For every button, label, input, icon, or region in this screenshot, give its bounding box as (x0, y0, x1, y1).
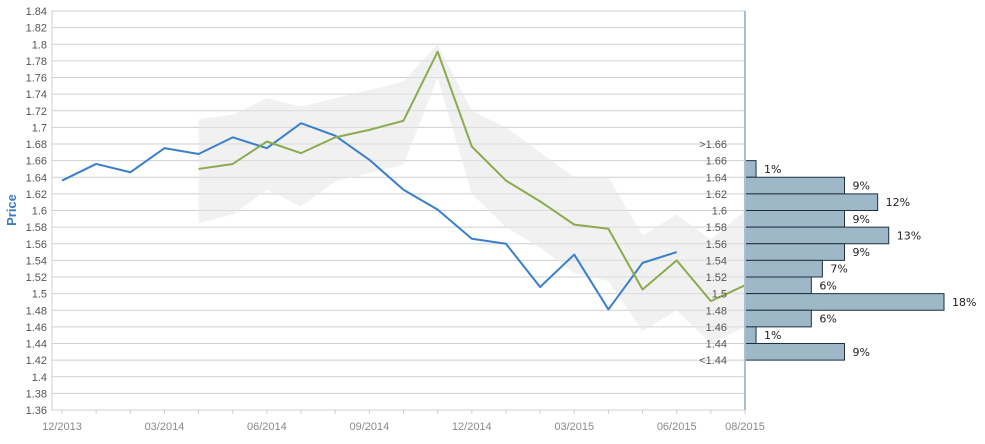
y-tick-label: 1.82 (26, 23, 47, 35)
distribution-histogram: >1.661.661%1.649%1.6212%1.69%1.5813%1.56… (699, 139, 976, 367)
y-tick-label: 1.62 (26, 189, 47, 201)
x-tick-label: 03/2015 (554, 421, 594, 433)
histogram-bar (744, 193, 879, 211)
y-tick-label: 1.6 (32, 206, 47, 218)
y-tick-label: 1.44 (26, 339, 47, 351)
y-axis-ticks: 1.36 1.38 1.4 1.42 1.44 1.46 1.48 1.5 1.52 1.54 1.… (26, 6, 47, 417)
percent-label: 9% (853, 346, 870, 359)
bin-label: 1.6 (712, 206, 727, 218)
series-lines (61, 50, 746, 311)
bin-label: 1.54 (706, 255, 727, 267)
x-tick-label: 12/2013 (42, 421, 82, 433)
x-tick-label: 09/2014 (349, 421, 389, 433)
percent-label: 9% (853, 246, 870, 259)
y-tick-label: 1.54 (26, 255, 47, 267)
y-tick-label: 1.66 (26, 156, 47, 168)
histogram-bar (744, 176, 845, 195)
percent-label: 18% (952, 296, 976, 309)
forecast-band-area (198, 44, 746, 344)
percent-label: 12% (886, 196, 910, 209)
series-b-line (198, 50, 746, 303)
bin-label: 1.52 (706, 272, 727, 284)
forecast-band (198, 44, 746, 344)
x-tick-label: 03/2014 (145, 421, 185, 433)
bin-label: 1.58 (706, 222, 727, 234)
histogram-bar (744, 160, 757, 178)
bin-label: 1.64 (706, 172, 727, 184)
bin-label: 1.48 (706, 305, 727, 317)
y-tick-label: 1.42 (26, 355, 47, 367)
percent-label: 1% (764, 163, 781, 176)
y-tick-label: 1.78 (26, 56, 47, 68)
y-tick-label: 1.58 (26, 222, 47, 234)
y-tick-label: 1.68 (26, 139, 47, 151)
x-axis-ticks: 12/2013 03/2014 06/2014 09/2014 12/2014 03/20… (42, 410, 765, 433)
y-tick-label: 1.72 (26, 106, 47, 118)
y-tick-label: 1.46 (26, 322, 47, 334)
histogram-bar (744, 210, 845, 228)
series-a-line (61, 122, 678, 311)
y-tick-label: 1.74 (26, 89, 47, 101)
percent-label: 13% (897, 229, 921, 242)
percent-label: 9% (853, 180, 870, 193)
y-tick-label: 1.56 (26, 239, 47, 251)
gridlines (51, 10, 745, 411)
percent-label: 1% (764, 329, 781, 342)
y-tick-label: 1.76 (26, 73, 47, 85)
y-tick-label: 1.64 (26, 172, 47, 184)
histogram-bar (744, 293, 945, 311)
percent-label: 6% (819, 313, 836, 326)
bin-label: 1.56 (706, 239, 727, 251)
histogram-bar (744, 276, 812, 295)
y-tick-label: 1.84 (26, 6, 47, 18)
x-tick-label: 06/2015 (657, 421, 697, 433)
histogram-bar (744, 226, 890, 245)
y-tick-label: 1.8 (32, 39, 47, 51)
bin-label: 1.44 (706, 339, 727, 351)
percent-label: 7% (830, 263, 847, 276)
bin-label: <1.44 (699, 355, 727, 367)
percent-label: 9% (853, 213, 870, 226)
histogram-bar (744, 343, 845, 361)
x-tick-label: 12/2014 (452, 421, 492, 433)
x-tick-label: 06/2014 (247, 421, 287, 433)
histogram-bar (744, 326, 757, 344)
y-tick-label: 1.38 (26, 388, 47, 400)
y-tick-label: 1.5 (32, 289, 47, 301)
histogram-bar (744, 243, 845, 261)
histogram-bar (744, 259, 823, 278)
y-tick-label: 1.7 (32, 122, 47, 134)
bin-label: >1.66 (699, 139, 727, 151)
y-axis-label: Price (4, 194, 19, 226)
y-tick-label: 1.36 (26, 405, 47, 417)
y-tick-label: 1.48 (26, 305, 47, 317)
bin-label: 1.62 (706, 189, 727, 201)
bin-label: 1.46 (706, 322, 727, 334)
bin-label: 1.66 (706, 156, 727, 168)
bin-label: 1.5 (712, 289, 727, 301)
percent-label: 6% (819, 279, 836, 292)
y-tick-label: 1.52 (26, 272, 47, 284)
x-tick-label: 08/2015 (725, 421, 765, 433)
y-tick-label: 1.4 (32, 372, 47, 384)
histogram-bar (744, 309, 812, 328)
